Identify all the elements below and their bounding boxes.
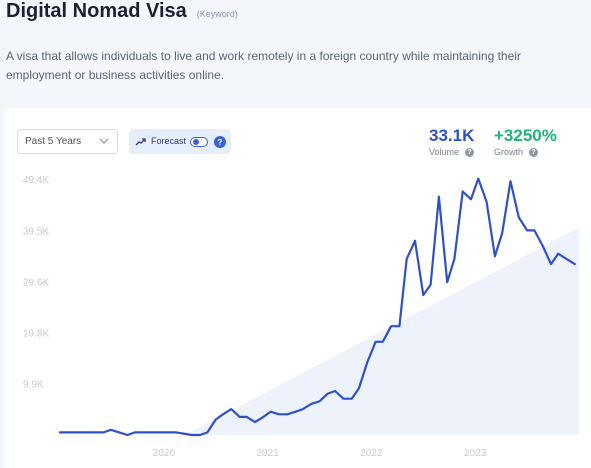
description: A visa that allows individuals to live a…: [6, 49, 521, 82]
growth-value: +3250%: [494, 126, 557, 145]
y-tick-label: 9.9K: [23, 380, 44, 391]
forecast-label: Forecast: [151, 136, 187, 146]
timeframe-select[interactable]: Past 5 Years: [17, 129, 118, 154]
y-tick-label: 39.5K: [23, 226, 49, 237]
x-tick-label: 2020: [153, 448, 176, 459]
growth-label: Growth: [494, 147, 524, 157]
page-title: Digital Nomad Visa: [6, 0, 187, 22]
volume-info-icon[interactable]: ?: [465, 147, 475, 157]
y-tick-label: 29.6K: [23, 278, 49, 289]
page-header: Digital Nomad Visa (Keyword) A visa that…: [0, 0, 591, 100]
growth-info-icon[interactable]: ?: [529, 147, 539, 157]
chart-card: 9.9K 19.8K 29.6K 39.5K 49.4K 2020 2021 2022 2023…: [4, 108, 591, 468]
growth-metric: +3250% Growth ?: [494, 126, 557, 157]
chevron-down-icon: [99, 138, 109, 144]
x-tick-label: 2023: [464, 448, 487, 459]
volume-line: [58, 177, 576, 437]
keyword-tag: (Keyword): [196, 9, 238, 19]
y-tick-label: 49.4K: [23, 175, 49, 186]
help-icon[interactable]: ?: [214, 136, 226, 148]
line-chart: 9.9K 19.8K 29.6K 39.5K 49.4K 2020 2021 2022 2023: [23, 175, 579, 459]
x-tick-label: 2021: [256, 448, 279, 459]
title-row: Digital Nomad Visa (Keyword): [6, 0, 238, 23]
forecast-toggle-panel: Forecast ?: [129, 129, 231, 154]
x-tick-label: 2022: [360, 448, 383, 459]
timeframe-value: Past 5 Years: [25, 136, 82, 147]
toggle-knob: [193, 139, 199, 145]
forecast-toggle[interactable]: [190, 137, 208, 147]
volume-value: 33.1K: [429, 126, 475, 145]
y-tick-label: 19.8K: [23, 328, 49, 339]
trend-band: [184, 227, 579, 435]
trend-up-icon: [135, 138, 146, 146]
volume-label: Volume: [429, 147, 460, 157]
volume-metric: 33.1K Volume ?: [429, 126, 474, 157]
